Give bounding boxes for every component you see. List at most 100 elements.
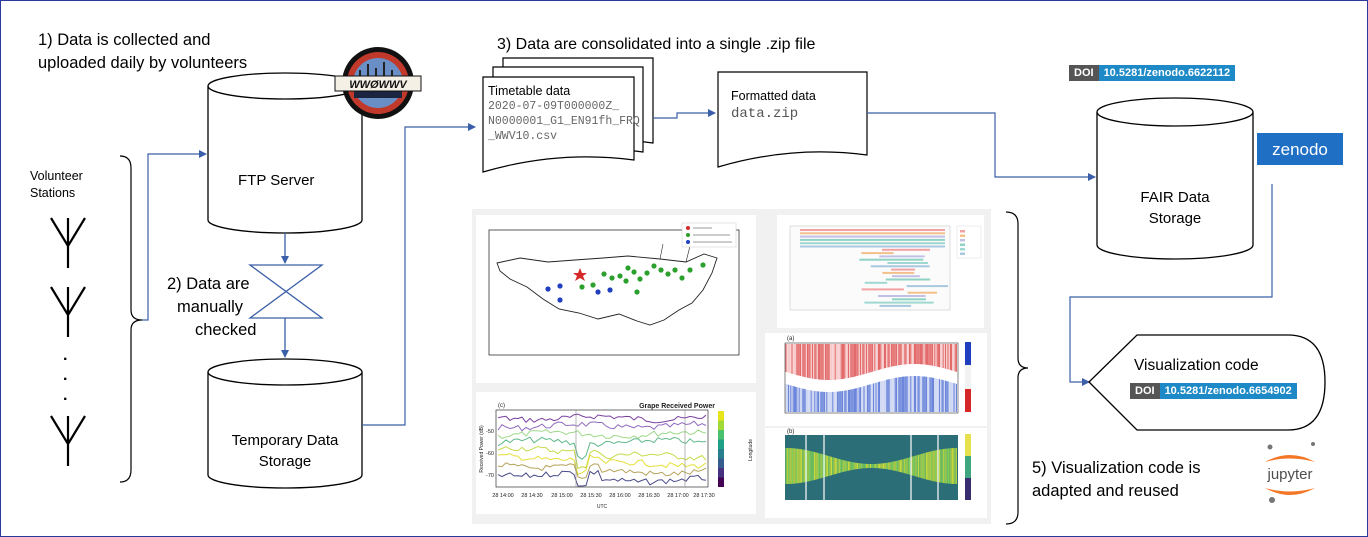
timetable-line3: _WWV10.csv — [488, 130, 558, 143]
jupyter-logo-text: jupyter — [1266, 466, 1312, 483]
arrow-stations-to-ftp — [142, 150, 207, 321]
step1-caption: 1) Data is collected and uploaded daily … — [38, 29, 247, 75]
timetable-doc-text: Timetable data 2020-07-09T000000Z_ N0000… — [488, 84, 640, 144]
step2-caption: 2) Data are manually checked — [167, 273, 256, 342]
map-station-dot — [609, 275, 615, 281]
zenodo-logo-text: zenodo — [1272, 140, 1328, 159]
power-colorbar-segment — [718, 468, 724, 478]
power-xtick: 28 14:30 — [521, 493, 542, 499]
power-colorbar-segment — [718, 439, 724, 449]
antenna-icon — [50, 286, 86, 337]
step5-line1: 5) Visualization code is — [1032, 459, 1201, 477]
power-ytick: -60 — [486, 451, 494, 457]
power-cbar-label: Longitude — [748, 439, 754, 461]
ellipsis-dot: · — [63, 351, 69, 368]
power-ytick: -50 — [486, 429, 494, 435]
ellipsis-dot: · — [63, 391, 69, 408]
arrow-zip-to-fair — [867, 112, 1096, 181]
power-series-line — [497, 413, 707, 424]
power-series-line — [497, 420, 707, 432]
map-figure — [476, 215, 756, 383]
map-station-dot — [545, 286, 551, 292]
map-station-dot — [658, 267, 664, 273]
power-series-line — [497, 428, 707, 439]
visualization-code-label: Visualization code — [1134, 357, 1259, 374]
timeline-bar — [800, 229, 945, 231]
power-series-line — [497, 436, 707, 460]
timeline-legend-swatch — [960, 230, 965, 233]
map-station-dot — [665, 271, 671, 277]
power-colorbar-segment — [718, 458, 724, 468]
timeline-bar — [859, 258, 924, 261]
temp-line1: Temporary Data — [231, 432, 339, 449]
map-station-dot — [623, 278, 629, 284]
power-xtick: 28 15:30 — [580, 493, 601, 499]
timeline-bar — [878, 295, 926, 297]
timeline-bar — [879, 304, 912, 307]
temporary-storage-label: Temporary Data Storage — [208, 430, 362, 472]
step3-caption: 3) Data are consolidated into a single .… — [497, 36, 816, 53]
timeline-legend-swatch — [960, 248, 965, 251]
step1-line1: 1) Data is collected and — [38, 31, 211, 49]
map-station-dot — [601, 271, 607, 277]
doi-key: DOI — [1069, 65, 1099, 81]
timeline-bar — [906, 285, 948, 288]
map-station-dot — [644, 270, 650, 276]
doi-badge-code[interactable]: DOI 10.5281/zenodo.6654902 — [1130, 383, 1297, 399]
ftp-server-cylinder — [207, 72, 363, 234]
map-station-dot — [590, 282, 596, 288]
timeline-bar — [891, 275, 920, 278]
map-station-dot — [637, 276, 643, 282]
timeline-bar — [881, 248, 931, 251]
wwv-logo — [334, 47, 422, 119]
fair-storage-label: FAIR Data Storage — [1097, 187, 1253, 229]
received-power-figure — [476, 392, 756, 514]
power-ytick: -70 — [486, 473, 494, 479]
power-colorbar-segment — [718, 430, 724, 440]
zenodo-logo — [1257, 133, 1343, 165]
formatted-title: Formatted data — [731, 89, 816, 103]
timeline-bar — [800, 232, 945, 235]
timetable-line1: 2020-07-09T000000Z_ — [488, 100, 620, 113]
volunteer-ellipsis: · · · — [63, 350, 68, 410]
timeline-bar — [879, 255, 925, 258]
panel-label-b: (b) — [787, 429, 794, 435]
power-series-line — [497, 445, 707, 470]
jupyter-logo — [1265, 442, 1315, 503]
timetable-line2: N0000001_G1_EN91fh_FRQ — [488, 115, 640, 128]
map-station-dot — [672, 267, 678, 273]
timeline-legend-swatch — [960, 239, 965, 242]
power-series-line — [497, 453, 707, 475]
power-xtick: 28 16:30 — [638, 493, 659, 499]
formatted-doc-text: Formatted data data.zip — [731, 87, 816, 123]
timeline-bar — [864, 281, 888, 284]
timeline-legend-swatch — [960, 243, 965, 246]
timeline-bar — [861, 288, 904, 291]
power-colorbar-segment — [718, 411, 724, 421]
power-series-line — [497, 469, 707, 487]
doi-badge-data[interactable]: DOI 10.5281/zenodo.6622112 — [1069, 65, 1236, 81]
step2-line3: checked — [195, 321, 257, 339]
arrow-temp-to-timetable — [362, 123, 476, 426]
power-colorbar-segment — [718, 449, 724, 459]
map-station-dot — [634, 289, 640, 295]
timeline-bar — [800, 245, 945, 248]
map-station-dot — [651, 263, 657, 269]
map-station-dot — [700, 262, 706, 268]
map-station-dot — [579, 284, 585, 290]
timeline-bar — [864, 301, 934, 304]
step2-line1: 2) Data are — [167, 275, 250, 293]
power-colorbar-segment — [718, 420, 724, 430]
antenna-icon — [50, 217, 86, 268]
map-station-dot — [679, 275, 685, 281]
power-colorbar-segment — [718, 477, 724, 487]
map-star-marker — [573, 268, 587, 281]
timeline-bar — [861, 252, 894, 255]
timeline-legend-swatch — [960, 234, 965, 237]
map-station-dot — [557, 297, 563, 303]
step2-line2: manually — [177, 298, 244, 316]
timetable-title: Timetable data — [488, 84, 571, 98]
timeline-bar — [800, 235, 945, 238]
figures-brace — [1005, 211, 1029, 525]
timeline-figure — [777, 215, 984, 328]
